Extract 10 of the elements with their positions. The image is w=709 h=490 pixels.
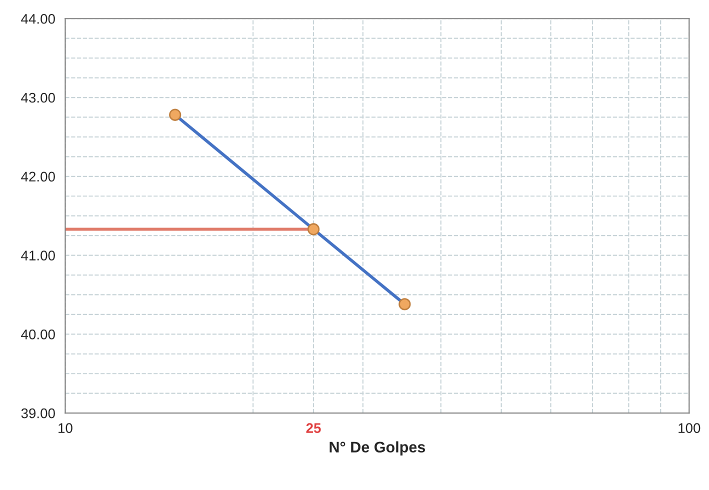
y-tick-label: 43.00 — [21, 92, 55, 103]
x-tick-label: 25 — [306, 423, 321, 433]
x-axis-title: N° De Golpes — [330, 441, 426, 456]
y-tick-label: 42.00 — [21, 172, 55, 182]
y-tick-label: 41.00 — [21, 250, 55, 260]
y-tick-label: 40.00 — [21, 330, 55, 340]
x-tick-label: 100 — [678, 423, 700, 433]
y-tick-label: 39.00 — [21, 408, 55, 418]
y-tick-label: 44.00 — [21, 14, 55, 24]
x-tick-label: 10 — [58, 423, 72, 433]
